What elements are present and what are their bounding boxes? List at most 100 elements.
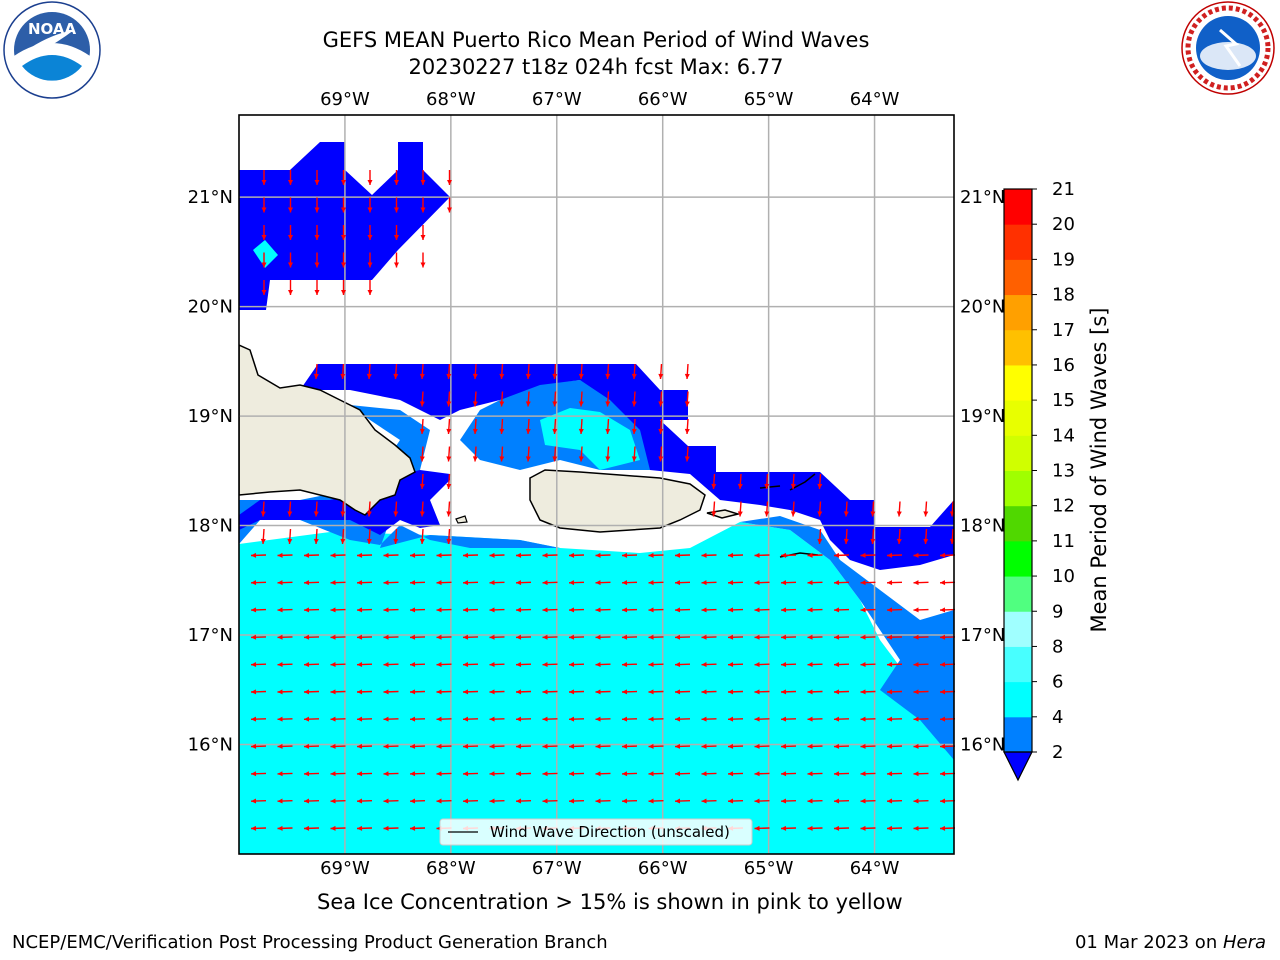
wind-arrow xyxy=(250,825,267,831)
wind-arrow xyxy=(886,689,903,695)
wind-arrow xyxy=(648,580,664,586)
wind-arrow xyxy=(436,552,452,558)
wind-arrow xyxy=(393,363,399,380)
chart-title: GEFS MEAN Puerto Rico Mean Period of Win… xyxy=(322,28,870,52)
wind-arrow xyxy=(870,528,876,545)
wind-arrow xyxy=(552,418,558,435)
lon-tick-label: 68°W xyxy=(426,858,476,879)
wind-arrow xyxy=(807,552,823,558)
wind-arrow xyxy=(568,662,585,668)
wind-arrow xyxy=(277,798,293,804)
wind-arrow xyxy=(807,771,823,777)
wind-arrow xyxy=(923,528,929,545)
wind-arrow xyxy=(250,634,267,640)
wind-arrow xyxy=(515,689,532,695)
wind-arrow xyxy=(367,170,373,185)
wind-arrow xyxy=(939,825,956,831)
wind-arrow xyxy=(807,689,823,695)
colorbar-segment xyxy=(1004,329,1032,366)
wind-arrow xyxy=(356,689,373,695)
wind-arrow xyxy=(314,170,320,185)
wind-arrow xyxy=(313,363,319,380)
wind-arrow xyxy=(674,552,691,558)
wind-arrow xyxy=(447,170,452,185)
wind-arrow xyxy=(515,798,532,804)
wind-arrow xyxy=(621,743,638,749)
wind-arrow xyxy=(886,771,903,777)
wind-arrow xyxy=(621,662,638,668)
wind-arrow xyxy=(515,716,532,722)
wind-arrow xyxy=(366,528,372,545)
wind-arrow xyxy=(356,580,373,586)
wind-arrow xyxy=(462,552,479,558)
colorbar-tick-label: 19 xyxy=(1052,249,1075,270)
wind-arrow xyxy=(568,580,585,586)
wind-arrow xyxy=(394,197,399,213)
wind-arrow xyxy=(754,798,770,804)
wind-arrow xyxy=(393,528,399,545)
wind-arrow xyxy=(260,528,266,545)
wind-arrow xyxy=(658,418,664,435)
wind-arrow xyxy=(250,580,267,586)
wind-arrow xyxy=(446,391,452,407)
wind-arrow xyxy=(420,252,426,268)
wind-arrow xyxy=(436,743,452,749)
footer-date-text: 01 Mar 2023 on xyxy=(1074,932,1223,953)
wind-arrow xyxy=(409,716,426,722)
noaa-logo: NOAA xyxy=(3,1,101,99)
colorbar-segment xyxy=(1004,189,1032,225)
wind-arrow xyxy=(287,528,293,545)
wind-arrow xyxy=(701,607,717,613)
wind-arrow xyxy=(727,552,744,558)
wind-arrow xyxy=(542,552,558,558)
wind-arrow xyxy=(330,689,346,695)
wind-arrow xyxy=(542,607,558,613)
wind-arrow xyxy=(605,363,611,380)
wave-period-band-medium-blue-se xyxy=(740,516,954,760)
wind-arrow xyxy=(860,825,876,831)
wind-arrow xyxy=(261,197,267,213)
wind-arrow xyxy=(356,771,373,777)
colorbar-tick-label: 14 xyxy=(1052,425,1075,446)
wind-arrow xyxy=(462,689,479,695)
wind-arrow xyxy=(701,716,717,722)
wind-arrow xyxy=(542,771,558,777)
wind-arrow xyxy=(356,825,373,831)
wind-arrow xyxy=(330,607,346,613)
wind-arrow xyxy=(462,798,479,804)
wind-arrow xyxy=(833,798,850,804)
wave-period-band-dark-blue-shelf xyxy=(300,364,954,570)
wind-arrow xyxy=(727,580,744,586)
wind-arrow xyxy=(436,607,452,613)
wind-arrow xyxy=(383,743,399,749)
wind-arrow xyxy=(727,798,744,804)
wind-arrow xyxy=(288,170,293,185)
wind-arrow xyxy=(923,501,929,517)
wind-arrow xyxy=(913,798,929,804)
wind-arrow xyxy=(436,634,452,640)
land-mona-island xyxy=(455,515,468,524)
wind-arrow xyxy=(489,771,505,777)
wind-arrow xyxy=(303,607,320,613)
wind-arrow xyxy=(648,607,664,613)
wind-arrow xyxy=(674,771,691,777)
wind-arrow xyxy=(737,473,743,490)
wind-arrow xyxy=(330,580,346,586)
wind-arrow xyxy=(261,225,267,240)
wind-arrow xyxy=(860,798,876,804)
wind-arrow xyxy=(277,607,293,613)
wind-arrow xyxy=(542,689,558,695)
wind-arrow xyxy=(277,743,293,749)
colorbar-extend-arrow xyxy=(1003,751,1033,782)
footer-host: Hera xyxy=(1222,932,1266,953)
footer-credit: NCEP/EMC/Verification Post Processing Pr… xyxy=(12,932,608,953)
wind-arrow xyxy=(860,662,876,668)
wind-arrow xyxy=(621,771,638,777)
wind-arrow xyxy=(886,634,903,640)
colorbar-segment xyxy=(1004,540,1032,577)
wind-arrow xyxy=(393,501,399,517)
wind-arrow xyxy=(833,716,850,722)
wind-arrow xyxy=(833,634,850,640)
wind-arrow xyxy=(727,662,744,668)
